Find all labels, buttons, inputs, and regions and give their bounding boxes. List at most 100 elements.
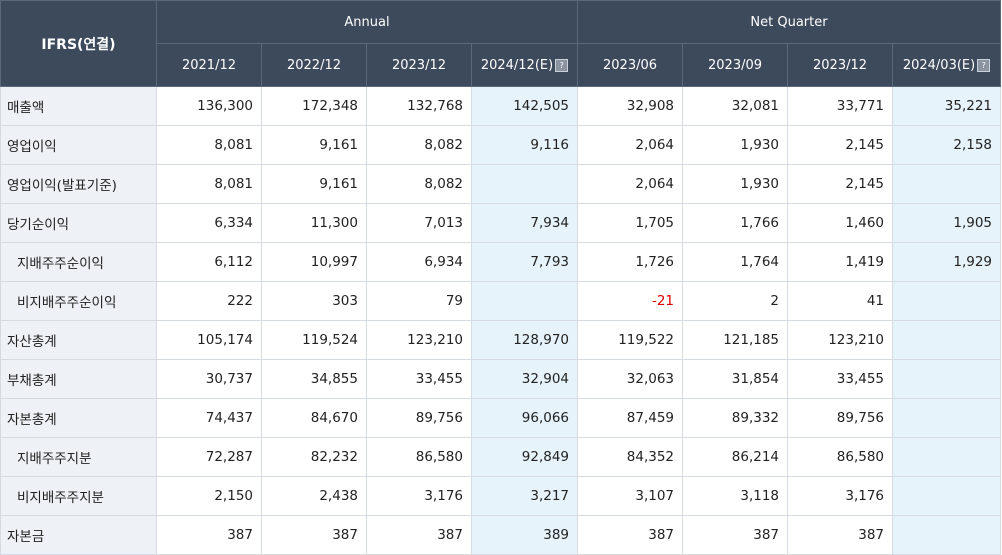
column-header: 2024/12(E)? — [470, 43, 579, 87]
table-cell — [470, 164, 579, 204]
table-cell: 33,455 — [787, 359, 894, 399]
table-row: 영업이익 8,081 9,161 8,082 9,116 2,064 1,930 2,145 2… — [0, 125, 1002, 165]
table-cell: 7,013 — [366, 203, 472, 243]
table-cell: 3,217 — [470, 476, 579, 516]
table-cell: 387 — [577, 515, 684, 555]
table-corner-header: IFRS(연결) — [0, 0, 157, 87]
table-cell: 119,522 — [577, 320, 684, 360]
column-header-label: 2023/09 — [708, 57, 763, 73]
column-header-label: 2024/12(E) — [480, 57, 554, 73]
table-row: 지배주주순이익 6,112 10,997 6,934 7,793 1,726 1,764 1,… — [0, 242, 1002, 282]
table-cell: 121,185 — [682, 320, 789, 360]
table-cell: 387 — [682, 515, 789, 555]
table-cell: 222 — [156, 281, 262, 321]
table-cell: 33,455 — [366, 359, 472, 399]
column-header: 2023/06 — [577, 43, 684, 87]
table-cell: 74,437 — [156, 398, 262, 438]
table-cell: 2 — [682, 281, 789, 321]
table-cell: 3,118 — [682, 476, 789, 516]
table-row: 매출액 136,300 172,348 132,768 142,505 32,908 32,… — [0, 86, 1002, 126]
table-cell — [470, 281, 579, 321]
table-cell: 2,064 — [577, 164, 684, 204]
table-cell: 41 — [787, 281, 894, 321]
column-header-label: 2022/12 — [286, 57, 341, 73]
table-cell: 1,460 — [787, 203, 894, 243]
table-cell — [892, 437, 1002, 477]
table-cell: 34,855 — [261, 359, 367, 399]
table-cell: 2,145 — [787, 164, 894, 204]
table-cell — [892, 320, 1002, 360]
table-cell: 6,934 — [366, 242, 472, 282]
table-cell: 72,287 — [156, 437, 262, 477]
table-cell: 3,176 — [787, 476, 894, 516]
table-row: 지배주주지분 72,287 82,232 86,580 92,849 84,352 86,2… — [0, 437, 1002, 477]
table-cell: 82,232 — [261, 437, 367, 477]
table-cell — [892, 281, 1002, 321]
table-cell: 86,580 — [366, 437, 472, 477]
table-cell: 2,150 — [156, 476, 262, 516]
table-cell: 7,934 — [470, 203, 579, 243]
table-cell: 8,082 — [366, 125, 472, 165]
annual-header: Annual — [155, 0, 579, 44]
table-cell: 8,081 — [156, 164, 262, 204]
column-header: 2023/09 — [682, 43, 789, 87]
table-cell: 92,849 — [470, 437, 579, 477]
table-row: 비지배주주지분 2,150 2,438 3,176 3,217 3,107 3,118 3,1… — [0, 476, 1002, 516]
table-cell: 7,793 — [470, 242, 579, 282]
table-cell: 387 — [787, 515, 894, 555]
table-cell: 11,300 — [261, 203, 367, 243]
table-cell: 3,107 — [577, 476, 684, 516]
column-header: 2021/12 — [156, 43, 262, 87]
table-cell: 79 — [366, 281, 472, 321]
table-row: 영업이익(발표기준) 8,081 9,161 8,082 2,064 1,930 2,145 — [0, 164, 1002, 204]
table-row: 자산총계 105,174 119,524 123,210 128,970 119,522 1… — [0, 320, 1002, 360]
table-cell: 1,930 — [682, 125, 789, 165]
table-cell: 136,300 — [156, 86, 262, 126]
table-cell: 35,221 — [892, 86, 1002, 126]
column-header: 2023/12 — [787, 43, 894, 87]
row-label: 지배주주순이익 — [0, 242, 157, 282]
row-label: 자본금 — [0, 515, 157, 555]
table-cell: 105,174 — [156, 320, 262, 360]
table-cell: 32,904 — [470, 359, 579, 399]
table-cell — [892, 164, 1002, 204]
table-cell: 1,726 — [577, 242, 684, 282]
table-cell: 10,997 — [261, 242, 367, 282]
table-cell: 96,066 — [470, 398, 579, 438]
table-cell — [892, 359, 1002, 399]
table-cell: 8,082 — [366, 164, 472, 204]
table-cell: 1,766 — [682, 203, 789, 243]
table-cell: 2,438 — [261, 476, 367, 516]
table-cell: 2,145 — [787, 125, 894, 165]
table-cell: 1,929 — [892, 242, 1002, 282]
table-cell: 89,756 — [366, 398, 472, 438]
table-cell: 32,908 — [577, 86, 684, 126]
column-header-label: 2023/12 — [813, 57, 868, 73]
table-cell: 89,756 — [787, 398, 894, 438]
column-header-label: 2023/06 — [603, 57, 658, 73]
estimate-info-icon[interactable]: ? — [555, 58, 569, 72]
table-cell: 30,737 — [156, 359, 262, 399]
table-row: 비지배주주순이익 222 303 79 -21 2 41 — [0, 281, 1002, 321]
table-cell: 31,854 — [682, 359, 789, 399]
row-label: 당기순이익 — [0, 203, 157, 243]
table-row: 자본총계 74,437 84,670 89,756 96,066 87,459 89,332… — [0, 398, 1002, 438]
table-cell: 119,524 — [261, 320, 367, 360]
table-cell: 389 — [470, 515, 579, 555]
table-cell: 32,063 — [577, 359, 684, 399]
table-cell: 84,352 — [577, 437, 684, 477]
table-cell: 9,161 — [261, 125, 367, 165]
table-cell: 2,064 — [577, 125, 684, 165]
column-header-label: 2024/03(E) — [902, 57, 976, 73]
table-row: 당기순이익 6,334 11,300 7,013 7,934 1,705 1,766 1,46… — [0, 203, 1002, 243]
row-label: 영업이익 — [0, 125, 157, 165]
column-header-label: 2021/12 — [181, 57, 236, 73]
table-row: 자본금 387 387 387 389 387 387 387 — [0, 515, 1002, 555]
table-cell: 123,210 — [787, 320, 894, 360]
table-cell: 8,081 — [156, 125, 262, 165]
row-label: 비지배주주순이익 — [0, 281, 157, 321]
table-cell: 9,116 — [470, 125, 579, 165]
table-cell: 387 — [366, 515, 472, 555]
estimate-info-icon[interactable]: ? — [977, 58, 991, 72]
